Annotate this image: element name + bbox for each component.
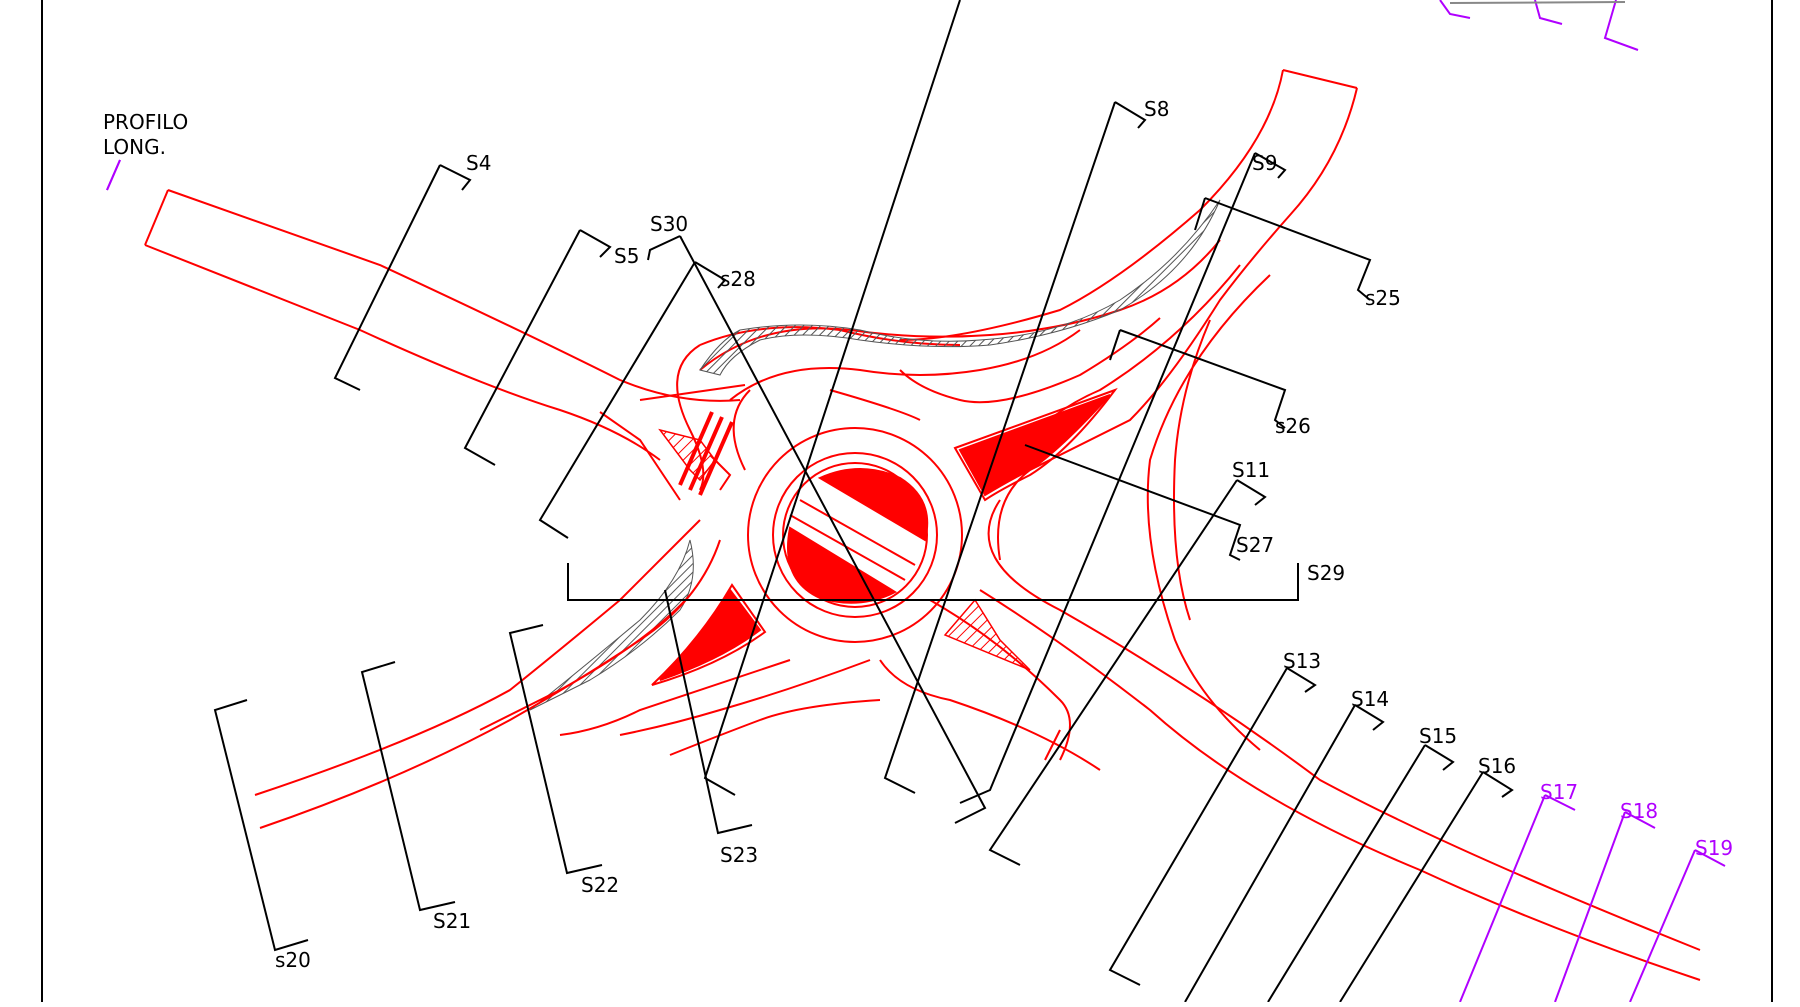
west-approach-road [144, 189, 746, 501]
section-label-s13: S13 [1283, 649, 1321, 673]
central-island [787, 468, 929, 604]
section-lines [213, 0, 1514, 1003]
section-label-s29: S29 [1307, 561, 1345, 585]
section-label-s22: S22 [581, 873, 619, 897]
splitter-island-northeast [953, 387, 1118, 502]
hatched-embankment-southwest [529, 539, 694, 711]
pedestrian-crossing [678, 411, 734, 496]
section-label-s20: s20 [275, 948, 311, 972]
section-label-s5: S5 [614, 244, 639, 268]
section-label-s30: S30 [650, 212, 688, 236]
section-label-s4: S4 [466, 151, 491, 175]
northeast-approach-road [899, 69, 1358, 751]
section-label-s17: S17 [1540, 780, 1578, 804]
section-label-s18: S18 [1620, 799, 1658, 823]
section-label-s28: s28 [720, 267, 756, 291]
section-label-s11: S11 [1232, 458, 1270, 482]
section-label-s27: S27 [1236, 533, 1274, 557]
splitter-island-southeast [943, 598, 1031, 671]
magenta-section-lines [1459, 794, 1726, 1003]
section-label-s14: S14 [1351, 687, 1389, 711]
section-label-s15: S15 [1419, 724, 1457, 748]
section-label-s25: s25 [1365, 286, 1401, 310]
section-label-s26: s26 [1275, 414, 1311, 438]
profile-label-line1: PROFILO [103, 110, 188, 134]
section-label-s23: S23 [720, 843, 758, 867]
roundabout-rings [747, 427, 963, 643]
section-label-s19: S19 [1695, 836, 1733, 860]
section-label-s8: S8 [1144, 97, 1169, 121]
section-label-s21: S21 [433, 909, 471, 933]
profile-label-line2: LONG. [103, 135, 166, 159]
splitter-island-southwest [651, 583, 767, 686]
section-label-s16: S16 [1478, 754, 1516, 778]
section-label-s9: S9 [1252, 151, 1277, 175]
longitudinal-profile-line [106, 159, 121, 191]
hatched-embankment-north [699, 199, 1221, 376]
top-right-section-fragments [1439, 0, 1639, 51]
